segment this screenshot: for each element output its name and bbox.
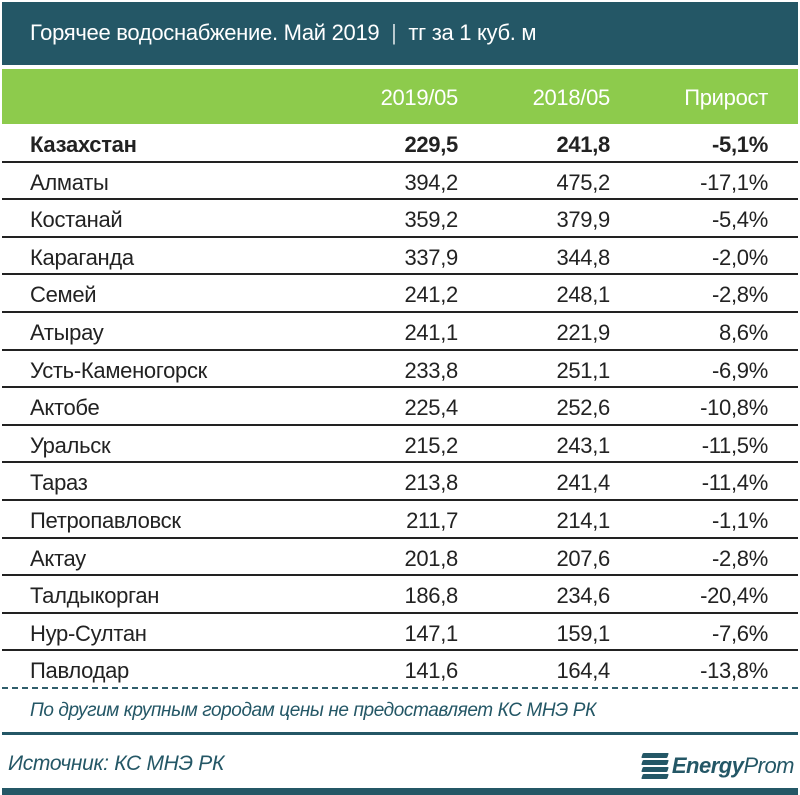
row-name: Казахстан xyxy=(30,132,137,157)
page-title: Горячее водоснабжение. Май 2019 | тг за … xyxy=(30,20,537,46)
value-2018: 243,1 xyxy=(556,432,610,458)
value-2019: 359,2 xyxy=(404,207,458,233)
column-header-growth: Прирост xyxy=(684,85,768,110)
title-separator: | xyxy=(391,20,397,45)
row-name: Уральск xyxy=(30,432,111,458)
value-2019: 215,2 xyxy=(404,432,458,458)
table-row: Петропавловск 211,7 214,1 -1,1% xyxy=(2,501,798,539)
unit-text: тг за 1 куб. м xyxy=(408,20,537,45)
growth-value: -2,8% xyxy=(712,545,768,571)
growth-value: -5,1% xyxy=(712,132,768,157)
row-name: Атырау xyxy=(30,319,104,345)
row-name: Алматы xyxy=(30,169,109,195)
row-name: Петропавловск xyxy=(30,507,181,533)
growth-value: -11,5% xyxy=(701,432,769,458)
table-row: Караганда 337,9 344,8 -2,0% xyxy=(2,238,798,276)
value-2018: 234,6 xyxy=(556,583,610,609)
row-name: Караганда xyxy=(30,244,134,270)
row-name: Актобе xyxy=(30,395,100,421)
value-2018: 164,4 xyxy=(556,658,610,684)
logo-text: EnergyProm xyxy=(671,753,795,779)
value-2019: 213,8 xyxy=(404,470,458,496)
row-name: Талдыкорган xyxy=(30,583,160,609)
growth-value: -11,4% xyxy=(701,470,769,496)
table-row: Актау 201,8 207,6 -2,8% xyxy=(2,539,798,577)
growth-value: -7,6% xyxy=(712,620,768,646)
growth-value: -20,4% xyxy=(700,583,768,609)
bottom-bar xyxy=(2,788,798,795)
growth-value: -10,8% xyxy=(700,395,768,421)
value-2019: 229,5 xyxy=(404,132,458,157)
value-2019: 241,2 xyxy=(404,282,458,308)
row-name: Усть-Каменогорск xyxy=(30,357,208,383)
title-text: Горячее водоснабжение. Май 2019 xyxy=(30,20,380,45)
value-2019: 147,1 xyxy=(404,620,458,646)
table-row: Уральск 215,2 243,1 -11,5% xyxy=(2,426,798,464)
footnote: По другим крупным городам цены не предос… xyxy=(30,700,596,721)
table-row: Тараз 213,8 241,4 -11,4% xyxy=(2,463,798,501)
table-row: Казахстан 229,5 241,8 -5,1% xyxy=(2,125,798,163)
table-row: Семей 241,2 248,1 -2,8% xyxy=(2,275,798,313)
table-row: Костанай 359,2 379,9 -5,4% xyxy=(2,200,798,238)
row-name: Семей xyxy=(30,282,97,308)
value-2018: 159,1 xyxy=(556,620,610,646)
table-row: Актобе 225,4 252,6 -10,8% xyxy=(2,388,798,426)
value-2018: 252,6 xyxy=(556,395,610,421)
value-2018: 248,1 xyxy=(556,282,610,308)
table-row: Атырау 241,1 221,9 8,6% xyxy=(2,313,798,351)
value-2019: 233,8 xyxy=(404,357,458,383)
column-header-row: 2019/05 2018/05 Прирост xyxy=(2,69,798,124)
divider-line xyxy=(2,732,798,735)
growth-value: 8,6% xyxy=(719,319,768,345)
row-name: Костанай xyxy=(30,207,123,233)
growth-value: -1,1% xyxy=(712,507,768,533)
value-2018: 207,6 xyxy=(556,545,610,571)
growth-value: -2,0% xyxy=(712,244,768,270)
value-2018: 214,1 xyxy=(556,507,610,533)
table-row: Павлодар 141,6 164,4 -13,8% xyxy=(2,651,798,689)
energy-stripes-icon xyxy=(641,752,669,780)
source-text: Источник: КС МНЭ РК xyxy=(8,752,225,775)
value-2019: 201,8 xyxy=(404,545,458,571)
growth-value: -17,1% xyxy=(700,169,768,195)
value-2018: 251,1 xyxy=(556,357,610,383)
value-2019: 337,9 xyxy=(404,244,458,270)
value-2019: 241,1 xyxy=(404,319,458,345)
row-name: Нур-Султан xyxy=(30,620,147,646)
table-row: Алматы 394,2 475,2 -17,1% xyxy=(2,163,798,201)
column-header-2018: 2018/05 xyxy=(532,85,611,110)
title-bar: Горячее водоснабжение. Май 2019 | тг за … xyxy=(2,2,798,65)
value-2018: 379,9 xyxy=(556,207,610,233)
growth-value: -5,4% xyxy=(712,207,768,233)
value-2019: 141,6 xyxy=(404,658,458,684)
growth-value: -6,9% xyxy=(712,357,768,383)
row-name: Тараз xyxy=(30,470,88,496)
table-row: Усть-Каменогорск 233,8 251,1 -6,9% xyxy=(2,351,798,389)
table-row: Талдыкорган 186,8 234,6 -20,4% xyxy=(2,576,798,614)
value-2018: 241,8 xyxy=(556,132,610,157)
value-2018: 241,4 xyxy=(556,470,610,496)
growth-value: -2,8% xyxy=(712,282,768,308)
value-2019: 186,8 xyxy=(404,583,458,609)
table-body: Казахстан 229,5 241,8 -5,1% Алматы 394,2 475,2… xyxy=(2,125,798,689)
table-row: Нур-Султан 147,1 159,1 -7,6% xyxy=(2,614,798,652)
value-2018: 344,8 xyxy=(556,244,610,270)
logo-text-light: Prom xyxy=(743,753,794,778)
value-2019: 225,4 xyxy=(404,395,458,421)
value-2019: 211,7 xyxy=(406,507,458,533)
dashed-divider xyxy=(2,687,798,689)
row-name: Актау xyxy=(30,545,86,571)
value-2018: 475,2 xyxy=(556,169,610,195)
column-header-2019: 2019/05 xyxy=(380,85,459,110)
energyprom-logo: EnergyProm xyxy=(641,750,795,782)
row-name: Павлодар xyxy=(30,658,129,684)
value-2019: 394,2 xyxy=(404,169,458,195)
logo-text-bold: Energy xyxy=(671,753,744,778)
growth-value: -13,8% xyxy=(700,658,768,684)
value-2018: 221,9 xyxy=(556,319,610,345)
